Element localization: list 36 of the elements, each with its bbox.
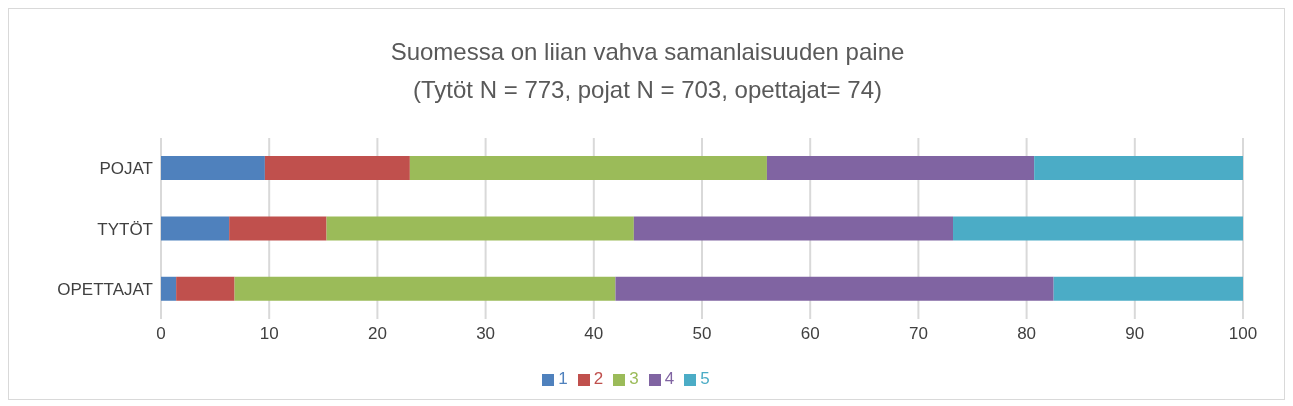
bar bbox=[161, 276, 177, 301]
legend-label: 2 bbox=[593, 369, 604, 388]
bar bbox=[326, 216, 634, 241]
x-tick-label: 80 bbox=[1017, 324, 1037, 344]
chart-title: Suomessa on liian vahva samanlaisuuden paine bbox=[389, 37, 906, 67]
bar bbox=[1053, 276, 1243, 301]
chart-subtitle: (Tytöt N = 773, pojat N = 703, opettajat= 74) bbox=[412, 75, 883, 105]
x-tick-label: 50 bbox=[692, 324, 712, 344]
bar bbox=[264, 156, 410, 181]
x-tick-label: 40 bbox=[584, 324, 604, 344]
bar bbox=[953, 216, 1243, 241]
y-tick-label: POJAT bbox=[99, 159, 153, 179]
x-tick-label: 90 bbox=[1125, 324, 1145, 344]
bar bbox=[615, 276, 1054, 301]
bar bbox=[633, 216, 954, 241]
legend-label: 4 bbox=[664, 369, 675, 388]
bar bbox=[161, 216, 230, 241]
bar bbox=[161, 156, 265, 181]
legend-label: 1 bbox=[558, 369, 568, 388]
legend-label: 3 bbox=[629, 369, 639, 388]
x-tick-label: 30 bbox=[476, 324, 496, 344]
bar bbox=[1034, 156, 1243, 181]
x-tick-label: 20 bbox=[367, 324, 387, 344]
x-tick-label: 0 bbox=[156, 324, 166, 344]
bar bbox=[176, 276, 235, 301]
bar bbox=[234, 276, 616, 301]
y-tick-label: OPETTAJAT bbox=[57, 279, 153, 299]
bar bbox=[229, 216, 327, 241]
legend-label: 5 bbox=[700, 369, 710, 388]
x-tick-label: 60 bbox=[800, 324, 820, 344]
x-tick-label: 100 bbox=[1228, 324, 1258, 344]
x-tick-label: 70 bbox=[908, 324, 928, 344]
x-tick-label: 10 bbox=[259, 324, 279, 344]
bar bbox=[409, 156, 767, 181]
y-tick-label: TYTÖT bbox=[97, 219, 153, 239]
bar bbox=[766, 156, 1035, 181]
